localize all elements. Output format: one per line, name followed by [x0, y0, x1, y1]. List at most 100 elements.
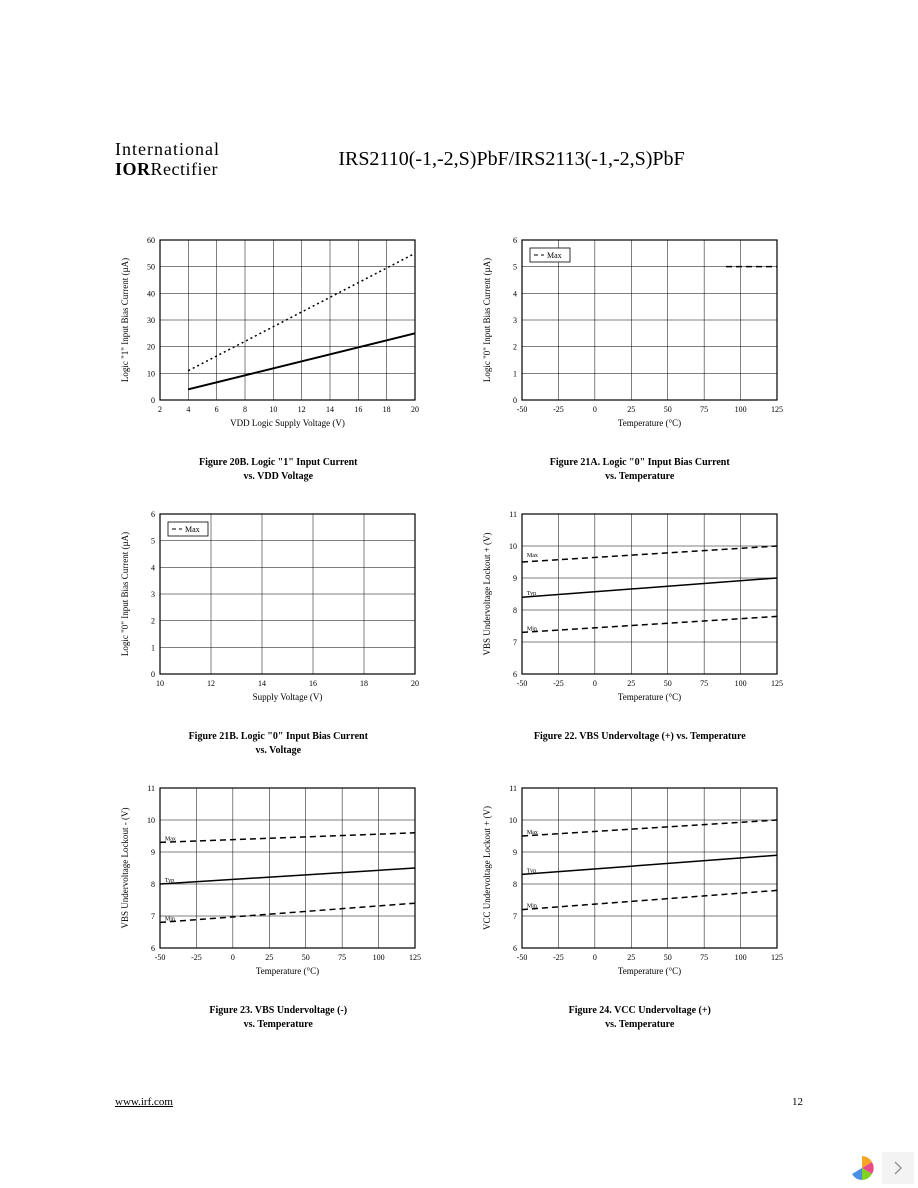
svg-text:-25: -25 — [553, 679, 564, 688]
svg-text:4: 4 — [513, 289, 517, 298]
svg-text:12: 12 — [298, 405, 306, 414]
svg-text:75: 75 — [700, 953, 708, 962]
svg-text:6: 6 — [513, 670, 517, 679]
viewer-logo-icon — [846, 1152, 878, 1184]
svg-text:Typ: Typ — [165, 878, 174, 884]
svg-text:50: 50 — [147, 262, 155, 271]
svg-text:Max: Max — [165, 836, 176, 842]
svg-text:20: 20 — [411, 405, 419, 414]
svg-text:25: 25 — [265, 953, 273, 962]
svg-text:Supply Voltage (V): Supply Voltage (V) — [253, 692, 323, 702]
chart-22-svg: -50-25025507510012567891011Temperature (… — [477, 504, 787, 724]
svg-text:10: 10 — [147, 816, 155, 825]
svg-text:Max: Max — [526, 830, 537, 836]
chart-24-svg: -50-25025507510012567891011Temperature (… — [477, 778, 787, 998]
svg-text:Max: Max — [547, 251, 562, 260]
svg-text:25: 25 — [627, 953, 635, 962]
svg-text:1: 1 — [513, 369, 517, 378]
svg-text:1: 1 — [151, 643, 155, 652]
svg-text:6: 6 — [151, 944, 155, 953]
svg-text:100: 100 — [373, 953, 385, 962]
footer-page-num: 12 — [792, 1096, 803, 1108]
svg-text:VBS Undervoltage Lockout + (V): VBS Undervoltage Lockout + (V) — [482, 532, 492, 655]
svg-text:50: 50 — [663, 405, 671, 414]
svg-text:4: 4 — [151, 563, 155, 572]
svg-text:Temperature (°C): Temperature (°C) — [617, 966, 680, 976]
svg-text:0: 0 — [151, 396, 155, 405]
svg-text:Typ: Typ — [526, 868, 535, 874]
svg-text:100: 100 — [734, 679, 746, 688]
svg-text:16: 16 — [309, 679, 317, 688]
svg-text:Temperature (°C): Temperature (°C) — [256, 966, 319, 976]
company-logo: International IORRectifier — [115, 140, 220, 180]
chart-23-caption: Figure 23. VBS Undervoltage (-) vs. Temp… — [115, 1004, 442, 1032]
svg-text:125: 125 — [771, 953, 783, 962]
svg-text:5: 5 — [151, 536, 155, 545]
svg-text:8: 8 — [151, 880, 155, 889]
svg-text:75: 75 — [338, 953, 346, 962]
svg-text:9: 9 — [151, 848, 155, 857]
svg-text:VCC Undervoltage Lockout + (V): VCC Undervoltage Lockout + (V) — [482, 806, 492, 930]
footer-url: www.irf.com — [115, 1096, 173, 1108]
svg-text:6: 6 — [513, 236, 517, 245]
svg-text:25: 25 — [627, 679, 635, 688]
logo-line2: IORRectifier — [115, 160, 220, 180]
viewer-corner-nav — [846, 1152, 914, 1184]
chart-24: -50-25025507510012567891011Temperature (… — [477, 778, 804, 1032]
svg-text:11: 11 — [509, 784, 517, 793]
svg-text:50: 50 — [302, 953, 310, 962]
svg-text:125: 125 — [409, 953, 421, 962]
svg-text:7: 7 — [513, 912, 517, 921]
svg-text:4: 4 — [186, 405, 190, 414]
svg-text:75: 75 — [700, 679, 708, 688]
svg-text:Max: Max — [185, 525, 200, 534]
svg-text:14: 14 — [258, 679, 266, 688]
chart-21b-svg: 1012141618200123456Supply Voltage (V)Log… — [115, 504, 425, 724]
chart-24-caption: Figure 24. VCC Undervoltage (+) vs. Temp… — [477, 1004, 804, 1032]
svg-text:10: 10 — [509, 542, 517, 551]
chart-22-caption: Figure 22. VBS Undervoltage (+) vs. Temp… — [477, 730, 804, 744]
svg-text:VBS Undervoltage Lockout - (V): VBS Undervoltage Lockout - (V) — [120, 807, 130, 928]
part-number-title: IRS2110(-1,-2,S)PbF/IRS2113(-1,-2,S)PbF — [220, 148, 803, 171]
logo-line1: International — [115, 140, 220, 160]
svg-text:7: 7 — [151, 912, 155, 921]
chart-22: -50-25025507510012567891011Temperature (… — [477, 504, 804, 758]
logo-ior: IOR — [115, 159, 151, 179]
chart-20b: 24681012141618200102030405060VDD Logic S… — [115, 230, 442, 484]
svg-text:100: 100 — [734, 405, 746, 414]
svg-text:0: 0 — [592, 953, 596, 962]
svg-text:2: 2 — [151, 616, 155, 625]
chart-21a: -50-2502550751001250123456Temperature (°… — [477, 230, 804, 484]
svg-text:9: 9 — [513, 574, 517, 583]
svg-text:18: 18 — [383, 405, 391, 414]
viewer-next-button[interactable] — [882, 1152, 914, 1184]
svg-text:10: 10 — [509, 816, 517, 825]
chart-20b-svg: 24681012141618200102030405060VDD Logic S… — [115, 230, 425, 450]
svg-text:6: 6 — [151, 510, 155, 519]
svg-text:3: 3 — [513, 316, 517, 325]
page-footer: www.irf.com 12 — [115, 1096, 803, 1108]
svg-text:6: 6 — [513, 944, 517, 953]
svg-text:125: 125 — [771, 679, 783, 688]
svg-text:-50: -50 — [516, 953, 527, 962]
svg-text:3: 3 — [151, 590, 155, 599]
svg-text:125: 125 — [771, 405, 783, 414]
svg-text:60: 60 — [147, 236, 155, 245]
chevron-right-icon — [893, 1161, 903, 1175]
chart-21a-svg: -50-2502550751001250123456Temperature (°… — [477, 230, 787, 450]
svg-text:2: 2 — [158, 405, 162, 414]
svg-text:16: 16 — [354, 405, 362, 414]
charts-grid: 24681012141618200102030405060VDD Logic S… — [115, 230, 803, 1032]
svg-text:-50: -50 — [155, 953, 166, 962]
svg-text:Temperature (°C): Temperature (°C) — [617, 692, 680, 702]
svg-text:30: 30 — [147, 316, 155, 325]
svg-text:100: 100 — [734, 953, 746, 962]
chart-21b: 1012141618200123456Supply Voltage (V)Log… — [115, 504, 442, 758]
svg-text:-25: -25 — [553, 405, 564, 414]
svg-text:10: 10 — [156, 679, 164, 688]
svg-text:Temperature (°C): Temperature (°C) — [617, 418, 680, 428]
page-header: International IORRectifier IRS2110(-1,-2… — [115, 140, 803, 180]
svg-text:0: 0 — [513, 396, 517, 405]
svg-text:-50: -50 — [516, 405, 527, 414]
chart-21b-caption: Figure 21B. Logic "0" Input Bias Current… — [115, 730, 442, 758]
